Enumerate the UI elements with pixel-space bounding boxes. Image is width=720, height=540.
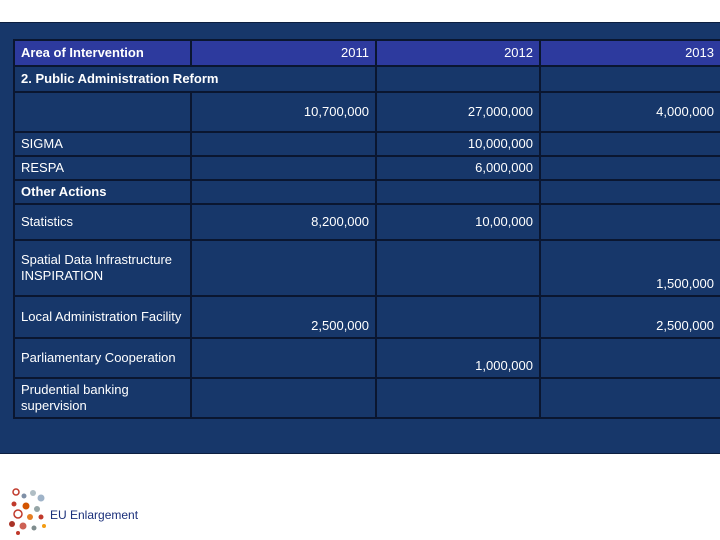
table-header-row: Area of Intervention 2011 2012 2013 [13, 39, 720, 67]
table-row: Statistics 8,200,000 10,00,000 [13, 203, 720, 241]
row-area: Spatial Data Infrastructure INSPIRATION [13, 239, 192, 297]
table-row: Local Administration Facility 2,500,000 … [13, 295, 720, 339]
eu-enlargement-logo-icon [9, 488, 46, 535]
table-row: RESPA 6,000,000 [13, 155, 720, 181]
total-2012: 27,000,000 [375, 91, 541, 133]
total-2011: 10,700,000 [190, 91, 377, 133]
row-area: SIGMA [13, 131, 192, 157]
table-row: Parliamentary Cooperation 1,000,000 [13, 337, 720, 379]
header-area: Area of Intervention [13, 39, 192, 67]
table-row: SIGMA 10,000,000 [13, 131, 720, 157]
header-2012: 2012 [375, 39, 541, 67]
row-area: Local Administration Facility [13, 295, 192, 339]
funding-table: Area of Intervention 2011 2012 2013 2. P… [13, 39, 720, 419]
row-area: Prudential banking supervision [13, 377, 192, 419]
totals-row: 10,700,000 27,000,000 4,000,000 [13, 91, 720, 133]
table-row: Prudential banking supervision [13, 377, 720, 419]
row-area: RESPA [13, 155, 192, 181]
section-row: 2. Public Administration Reform [13, 65, 720, 93]
header-2013: 2013 [539, 39, 720, 67]
footer-logo-text: EU Enlargement [50, 508, 139, 522]
header-2011: 2011 [190, 39, 377, 67]
row-area: Parliamentary Cooperation [13, 337, 192, 379]
table-row: Spatial Data Infrastructure INSPIRATION … [13, 239, 720, 297]
section-title: 2. Public Administration Reform [13, 65, 377, 93]
table-row: Other Actions [13, 179, 720, 205]
total-2013: 4,000,000 [539, 91, 720, 133]
row-area: Other Actions [13, 179, 192, 205]
row-area: Statistics [13, 203, 192, 241]
